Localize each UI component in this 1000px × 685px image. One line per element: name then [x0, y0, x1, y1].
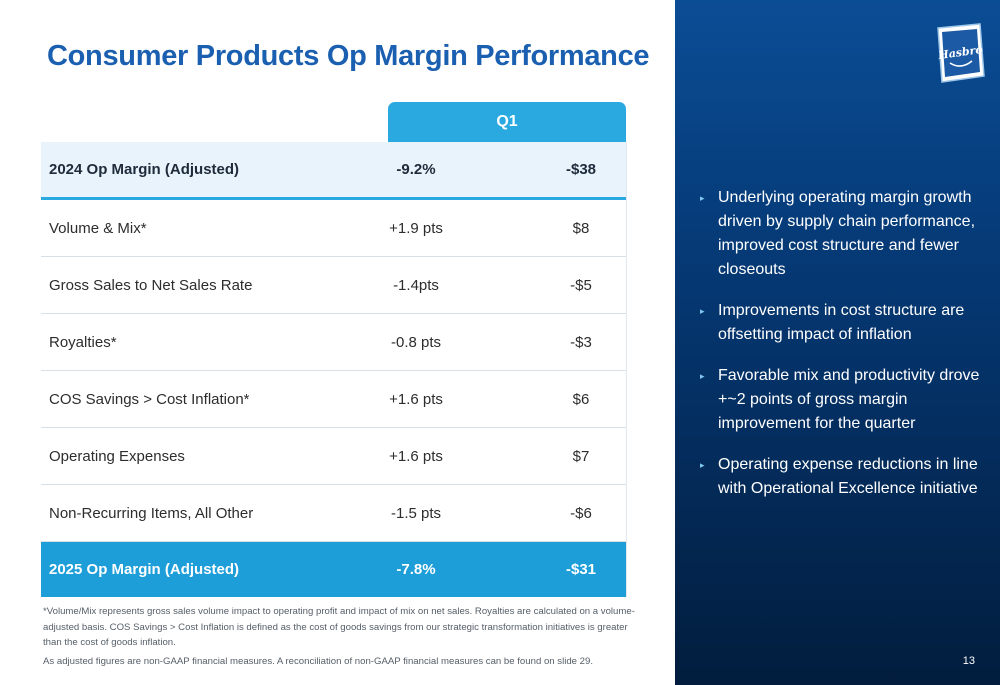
- bullet-item: ▸ Operating expense reductions in line w…: [700, 453, 990, 501]
- table-row: Volume & Mix* +1.9 pts $8: [41, 200, 626, 257]
- row-pct: -1.5 pts: [390, 504, 442, 522]
- row-pct: +1.6 pts: [389, 390, 443, 408]
- row-value: -$31: [565, 561, 597, 578]
- bullet-text: Operating expense reductions in line wit…: [718, 456, 978, 497]
- bullet-item: ▸ Favorable mix and productivity drove +…: [700, 364, 990, 436]
- row-label: COS Savings > Cost Inflation*: [49, 390, 250, 408]
- row-value: -$3: [570, 333, 592, 351]
- bullet-text: Improvements in cost structure are offse…: [718, 302, 965, 343]
- bullet-item: ▸ Improvements in cost structure are off…: [700, 299, 990, 347]
- row-label: Non-Recurring Items, All Other: [49, 504, 254, 522]
- row-pct: -7.8%: [396, 561, 436, 578]
- bullet-marker-icon: ▸: [700, 306, 705, 316]
- table-row: Operating Expenses +1.6 pts $7: [41, 428, 626, 485]
- bullet-text: Underlying operating margin growth drive…: [718, 189, 976, 278]
- bullet-marker-icon: ▸: [700, 193, 705, 203]
- row-pct: -9.2%: [396, 161, 436, 178]
- row-pct: -1.4pts: [393, 276, 439, 294]
- logo-text: Hasbro: [937, 43, 984, 62]
- row-value: $8: [572, 219, 590, 237]
- commentary-panel: Hasbro ▸ Underlying operating margin gro…: [675, 0, 1000, 685]
- row-pct: -0.8 pts: [390, 333, 442, 351]
- table-row: Gross Sales to Net Sales Rate -1.4pts -$…: [41, 257, 626, 314]
- row-label: Royalties*: [49, 333, 117, 351]
- content-area: Consumer Products Op Margin Performance …: [41, 40, 650, 667]
- row-label: Gross Sales to Net Sales Rate: [49, 276, 253, 294]
- row-label: 2025 Op Margin (Adjusted): [49, 561, 240, 578]
- row-label: 2024 Op Margin (Adjusted): [49, 161, 240, 178]
- row-label: Volume & Mix*: [49, 219, 147, 237]
- footnote: *Volume/Mix represents gross sales volum…: [43, 606, 635, 648]
- row-value: -$5: [570, 276, 592, 294]
- hasbro-logo: Hasbro: [937, 23, 985, 83]
- page-title: Consumer Products Op Margin Performance: [47, 40, 650, 72]
- bullet-item: ▸ Underlying operating margin growth dri…: [700, 186, 990, 282]
- table-row: Royalties* -0.8 pts -$3: [41, 314, 626, 371]
- row-label: Operating Expenses: [49, 447, 185, 465]
- page-number: 13: [962, 655, 975, 667]
- row-pct: +1.9 pts: [389, 219, 443, 237]
- op-margin-table: 2024 Op Margin (Adjusted) -9.2% -$38 Vol…: [41, 142, 627, 597]
- bullet-text: Favorable mix and productivity drove +~2…: [718, 367, 980, 432]
- row-value: -$38: [565, 161, 597, 178]
- table-row: COS Savings > Cost Inflation* +1.6 pts $…: [41, 371, 626, 428]
- table-row-start: 2024 Op Margin (Adjusted) -9.2% -$38: [41, 142, 626, 200]
- column-header-q1: Q1: [388, 102, 626, 142]
- table-row: Non-Recurring Items, All Other -1.5 pts …: [41, 485, 626, 542]
- row-value: -$6: [570, 504, 592, 522]
- row-pct: +1.6 pts: [389, 447, 443, 465]
- table-row-total: 2025 Op Margin (Adjusted) -7.8% -$31: [41, 542, 626, 597]
- row-value: $7: [572, 447, 590, 465]
- row-value: $6: [572, 390, 590, 408]
- non-gaap-note: As adjusted figures are non-GAAP financi…: [43, 656, 594, 667]
- bullet-list: ▸ Underlying operating margin growth dri…: [700, 186, 990, 518]
- bullet-marker-icon: ▸: [700, 460, 705, 470]
- bullet-marker-icon: ▸: [700, 371, 705, 381]
